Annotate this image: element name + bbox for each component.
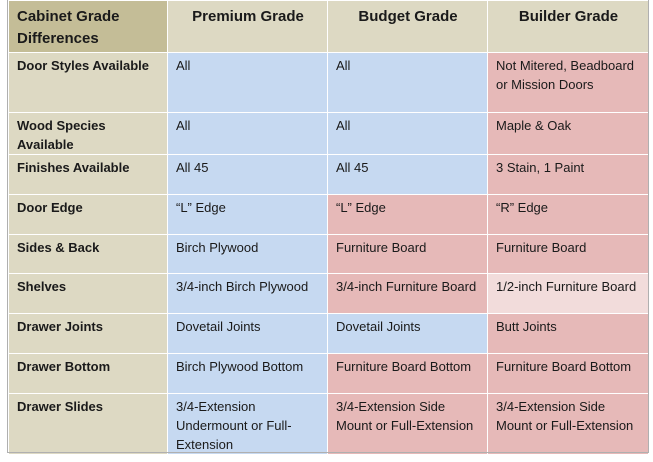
cell: Birch Plywood [167, 234, 328, 274]
row-header: Drawer Bottom [8, 353, 168, 394]
cell: Dovetail Joints [167, 313, 328, 354]
table-row: Sides & Back Birch Plywood Furniture Board… [8, 234, 649, 274]
cell: All [167, 112, 328, 155]
grade-table: Cabinet Grade Differences Premium Grade Bu… [8, 0, 649, 455]
header-row: Cabinet Grade Differences Premium Grade Bu… [8, 0, 649, 53]
row-header: Wood Species Available [8, 112, 168, 155]
cell: 3/4-Extension Undermount or Full-Extensi… [167, 393, 328, 455]
cell: All [327, 52, 488, 113]
table-row: Door Edge “L” Edge “L” Edge “R” Edge [8, 194, 649, 235]
cell: 3/4-inch Furniture Board [327, 273, 488, 314]
row-header: Door Styles Available [8, 52, 168, 113]
cell: All 45 [167, 154, 328, 195]
table-row: Drawer Bottom Birch Plywood Bottom Furnitu… [8, 353, 649, 394]
cell: Furniture Board Bottom [327, 353, 488, 394]
table-row: Finishes Available All 45 All 45 3 Stain, 1… [8, 154, 649, 195]
cell: Dovetail Joints [327, 313, 488, 354]
table-body: Door Styles Available All All Not Mitered, … [8, 52, 649, 455]
cell: Not Mitered, Beadboard or Mission Doors [487, 52, 649, 113]
cell: Birch Plywood Bottom [167, 353, 328, 394]
cell: 3/4-Extension Side Mount or Full-Extensi… [487, 393, 649, 455]
column-header: Premium Grade [167, 0, 328, 53]
cell: 3/4-inch Birch Plywood [167, 273, 328, 314]
row-header: Drawer Slides [8, 393, 168, 455]
table-row: Drawer Slides 3/4-Extension Undermount or… [8, 393, 649, 455]
cell: “L” Edge [167, 194, 328, 235]
cell: 1/2-inch Furniture Board [487, 273, 649, 314]
cell: Furniture Board [327, 234, 488, 274]
row-header: Sides & Back [8, 234, 168, 274]
cell: All [167, 52, 328, 113]
column-header: Builder Grade [487, 0, 649, 53]
cell: Butt Joints [487, 313, 649, 354]
row-header: Shelves [8, 273, 168, 314]
cell: All 45 [327, 154, 488, 195]
cell: 3/4-Extension Side Mount or Full-Extensi… [327, 393, 488, 455]
table-row: Wood Species Available All All Maple & Oak [8, 112, 649, 155]
cell: “R” Edge [487, 194, 649, 235]
cell: 3 Stain, 1 Paint [487, 154, 649, 195]
cell: Furniture Board [487, 234, 649, 274]
cell: Furniture Board Bottom [487, 353, 649, 394]
table-row: Drawer Joints Dovetail Joints Dovetail Joi… [8, 313, 649, 354]
corner-header: Cabinet Grade Differences [8, 0, 168, 53]
cell: All [327, 112, 488, 155]
table-row: Door Styles Available All All Not Mitered, … [8, 52, 649, 113]
cell: Maple & Oak [487, 112, 649, 155]
table-row: Shelves 3/4-inch Birch Plywood 3/4-inch Fu… [8, 273, 649, 314]
row-header: Finishes Available [8, 154, 168, 195]
column-header: Budget Grade [327, 0, 488, 53]
row-header: Drawer Joints [8, 313, 168, 354]
row-header: Door Edge [8, 194, 168, 235]
cell: “L” Edge [327, 194, 488, 235]
